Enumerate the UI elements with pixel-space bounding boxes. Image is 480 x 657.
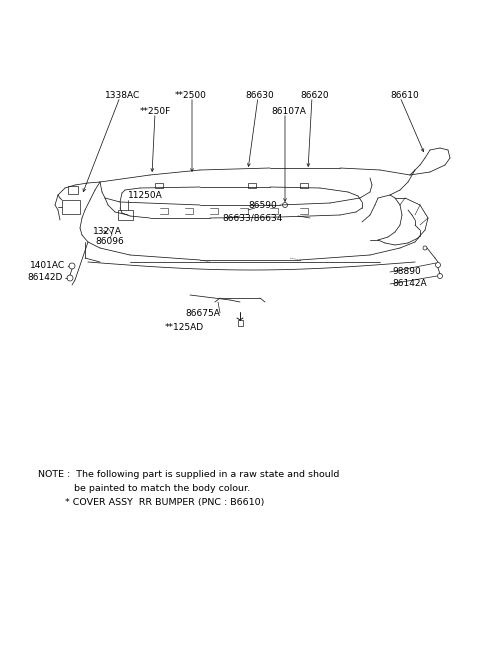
- Text: 11250A: 11250A: [128, 191, 163, 200]
- Bar: [248, 183, 256, 188]
- Text: 86633/86634: 86633/86634: [222, 214, 282, 223]
- Text: 86620: 86620: [300, 91, 329, 101]
- Bar: [62, 200, 80, 214]
- Circle shape: [437, 273, 443, 279]
- Text: 86107A: 86107A: [271, 108, 306, 116]
- Text: * COVER ASSY  RR BUMPER (PNC : B6610): * COVER ASSY RR BUMPER (PNC : B6610): [38, 498, 264, 507]
- Circle shape: [423, 246, 427, 250]
- Text: 1338AC: 1338AC: [105, 91, 140, 101]
- Text: 86610: 86610: [390, 91, 419, 101]
- Text: **250F: **250F: [140, 108, 171, 116]
- Circle shape: [69, 263, 75, 269]
- Bar: [238, 320, 243, 326]
- Text: 86630: 86630: [245, 91, 274, 101]
- Bar: [68, 186, 78, 194]
- Text: 1327A: 1327A: [93, 227, 122, 235]
- Text: 1401AC: 1401AC: [30, 261, 65, 271]
- Bar: [300, 183, 308, 188]
- Text: **2500: **2500: [175, 91, 207, 101]
- Text: **125AD: **125AD: [165, 323, 204, 332]
- Text: be painted to match the body colour.: be painted to match the body colour.: [38, 484, 250, 493]
- Circle shape: [67, 275, 73, 281]
- Text: 86590: 86590: [248, 200, 277, 210]
- Bar: [118, 210, 133, 220]
- Text: 98890: 98890: [392, 267, 421, 277]
- Text: 86096: 86096: [95, 237, 124, 246]
- Text: NOTE :  The following part is supplied in a raw state and should: NOTE : The following part is supplied in…: [38, 470, 339, 479]
- Circle shape: [283, 202, 288, 208]
- Text: 86675A: 86675A: [185, 309, 220, 317]
- Bar: [155, 183, 163, 188]
- Circle shape: [435, 263, 441, 267]
- Text: 86142D: 86142D: [27, 273, 62, 283]
- Text: 86142A: 86142A: [392, 279, 427, 288]
